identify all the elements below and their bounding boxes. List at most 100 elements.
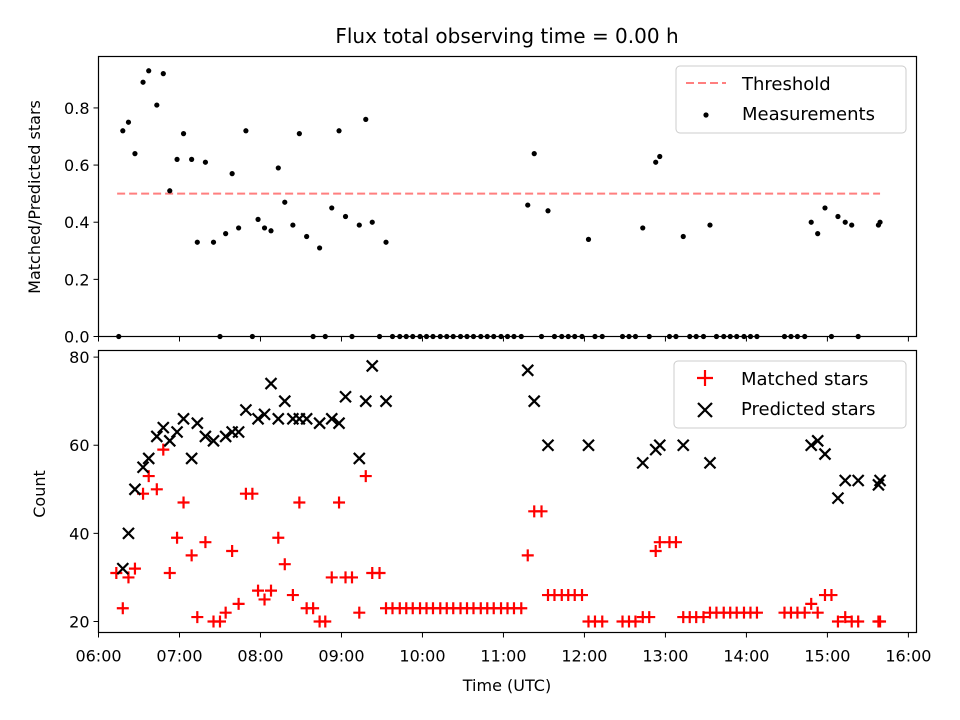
measurement-point [383,239,389,245]
matched-star-marker [157,443,170,456]
matched-star-marker [265,584,278,597]
predicted-legend-label: Predicted stars [741,399,875,420]
matched-star-marker [535,505,548,518]
predicted-star-marker [339,390,352,404]
bottom-y-ticks: 20 40 60 80 [69,348,99,631]
predicted-star-marker [170,425,184,439]
predicted-stars-points [116,359,887,575]
measurement-point [525,202,531,208]
x-tick-label: 06:00 [75,647,121,666]
measurement-point [261,225,268,231]
predicted-star-marker [300,412,313,426]
measurements-legend-label: Measurements [742,104,875,125]
matched-star-marker [629,615,642,628]
matched-star-marker [373,567,386,580]
matched-star-marker [150,483,163,496]
matched-star-marker [333,496,346,509]
predicted-legend-swatch [697,402,713,418]
matched-star-marker [128,562,141,575]
matched-star-marker [839,611,852,624]
measurement-point [680,233,686,240]
matched-star-marker [272,531,285,544]
predicted-star-marker [185,452,198,465]
matched-star-marker [226,544,239,557]
matched-star-marker [325,571,338,584]
matched-stars-points [110,443,887,628]
top-y-tick-label: 0.0 [64,328,89,347]
predicted-star-marker [527,394,541,408]
predicted-star-marker [359,394,373,408]
predicted-star-marker [128,483,142,496]
measurement-point [120,128,126,134]
predicted-star-marker [582,438,595,452]
predicted-star-marker [150,430,164,443]
measurement-point [189,156,195,162]
measurement-point [317,245,323,251]
bottom-legend-box [673,360,907,429]
measurement-point [531,151,537,157]
matched-star-marker [353,606,366,619]
predicted-star-marker [851,474,865,487]
matched-star-marker [116,602,129,615]
measurement-point [363,116,369,122]
measurement-point [849,222,855,228]
x-tick-label: 09:00 [318,647,364,666]
matched-star-marker [852,615,865,628]
top-y-tick-label: 0.2 [64,270,89,289]
predicted-star-marker [521,364,535,377]
matched-star-marker [576,589,589,602]
predicted-star-marker [873,474,887,487]
measurement-point [268,228,274,234]
predicted-star-marker [239,403,253,417]
x-tick-label: 12:00 [561,647,607,666]
measurement-point [243,128,249,134]
measurement-point [356,222,362,228]
matched-star-marker [874,615,887,628]
measurement-point [304,233,310,240]
predicted-star-marker [157,421,170,434]
matched-star-marker [246,487,259,500]
matched-star-marker [825,589,838,602]
predicted-star-marker [313,416,326,430]
measurement-point [822,205,828,211]
matched-star-marker [307,602,320,615]
measurement-point [210,239,217,245]
chart-title: Flux total observing time = 0.00 h [335,24,678,48]
matched-star-marker [515,602,528,615]
measurement-point [180,131,187,137]
matched-star-marker [596,615,609,628]
top-x-ticks [98,336,909,342]
matched-star-marker [359,470,372,483]
measurement-point [132,151,138,157]
x-axis-label: Time (UTC) [462,676,551,695]
matched-star-marker [750,606,763,619]
matched-star-marker [252,584,265,597]
bottom-plot-frame [97,349,918,634]
measurement-point [236,225,242,231]
top-y-ticks: 0.0 0.2 0.4 0.6 0.8 [64,99,99,347]
top-y-tick-label: 0.8 [64,99,89,118]
predicted-star-marker [191,416,204,430]
bottom-y-axis-label: Count [30,470,49,518]
measurement-point [545,208,551,214]
predicted-star-marker [541,438,555,452]
matched-star-marker [110,567,123,580]
measurements-panel: Flux total observing time = 0.00 h Match… [25,24,918,347]
predicted-star-marker [818,447,832,461]
matched-star-marker [643,611,656,624]
measurement-point [160,71,166,77]
measurement-point [877,219,883,225]
predicted-star-marker [258,408,271,421]
predicted-star-marker [272,412,285,426]
matched-star-marker [805,597,818,610]
matched-star-marker [177,496,190,509]
x-tick-label: 08:00 [237,647,283,666]
matched-star-marker [258,593,271,606]
predicted-star-marker [676,438,690,452]
matched-star-marker [831,615,844,628]
top-y-tick-label: 0.6 [64,156,89,175]
predicted-star-marker [232,425,245,439]
matched-star-marker [191,611,204,624]
x-tick-label: 13:00 [642,647,688,666]
predicted-star-marker [177,412,190,426]
